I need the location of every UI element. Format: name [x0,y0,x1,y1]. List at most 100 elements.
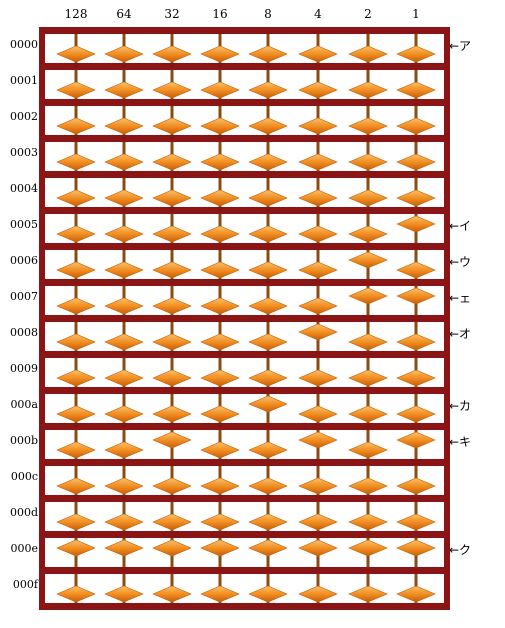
bead-down [348,585,388,603]
bead-down [298,81,338,99]
bead-down [200,333,240,351]
bead-down [248,513,288,531]
bead-down [152,45,192,63]
bead-down [56,225,96,243]
bead-down [104,297,144,315]
bead-down [56,405,96,423]
bead-down [298,189,338,207]
row-label: 0009 [10,362,38,375]
bead-down [396,477,436,495]
bead-down [200,189,240,207]
bead-down [200,45,240,63]
row-annotation: ←ア [449,39,472,53]
frame-bar [39,63,450,70]
bead-down [104,261,144,279]
bead-up [396,539,436,557]
frame-bar [39,459,450,466]
bead-down [200,297,240,315]
row-label: 0001 [10,74,38,87]
bead-down [396,189,436,207]
bead-down [200,117,240,135]
bead-down [200,153,240,171]
bead-down [56,81,96,99]
bead-down [152,225,192,243]
bead-down [248,585,288,603]
bead-down [248,441,288,459]
bead-down [56,477,96,495]
row-annotation: ←ク [449,543,472,557]
row-annotation: ←オ [449,327,472,341]
bead-down [348,405,388,423]
bead-up [298,323,338,341]
bead-down [104,189,144,207]
frame-side-left [39,27,45,610]
bead-down [396,261,436,279]
bead-down [348,189,388,207]
bead-down [348,369,388,387]
bead-down [298,585,338,603]
row-label: 000f [12,578,38,591]
bead-down [348,333,388,351]
bead-down [152,369,192,387]
bead-up [152,539,192,557]
bead-down [248,261,288,279]
bead-down [396,153,436,171]
row-label: 000e [10,542,38,555]
bead-up [152,431,192,449]
row-annotation: ←カ [449,399,472,413]
frame-bar [39,99,450,106]
bead-down [248,297,288,315]
row-annotation: ←ェ [449,291,472,305]
bead-up [348,539,388,557]
bead-down [348,513,388,531]
frame-bar [39,531,450,538]
frame-bar [39,27,450,34]
row-label: 000b [9,434,38,447]
bead-down [104,369,144,387]
row-label: 0004 [10,182,38,195]
row-label: 0006 [10,254,38,267]
bead-down [396,405,436,423]
frame-bar [39,351,450,358]
bead-down [298,225,338,243]
bead-up [200,539,240,557]
bead-down [396,369,436,387]
bead-down [56,45,96,63]
bead-down [200,477,240,495]
bead-down [298,369,338,387]
column-label: 64 [116,7,132,21]
bead-down [152,189,192,207]
bead-down [56,153,96,171]
bead-down [200,81,240,99]
bead-down [200,225,240,243]
bead-down [56,297,96,315]
bead-down [104,441,144,459]
bead-down [152,153,192,171]
bead-down [104,477,144,495]
bead-down [298,153,338,171]
bead-down [200,369,240,387]
bead-down [396,513,436,531]
bead-down [348,81,388,99]
bead-down [56,369,96,387]
bead-down [152,477,192,495]
bead-down [348,477,388,495]
frame-bar [39,135,450,142]
bead-down [152,333,192,351]
row-label: 0003 [10,146,38,159]
frame-bar [39,387,450,394]
bead-down [248,189,288,207]
bead-down [200,513,240,531]
row-annotation: ←ウ [449,255,472,269]
bead-down [248,369,288,387]
bead-down [348,441,388,459]
frame-bar [39,495,450,502]
bead-down [104,585,144,603]
frame-bar [39,279,450,286]
bead-down [56,441,96,459]
column-label: 1 [412,7,420,21]
bead-down [152,261,192,279]
bead-down [104,405,144,423]
row-label: 0008 [10,326,38,339]
